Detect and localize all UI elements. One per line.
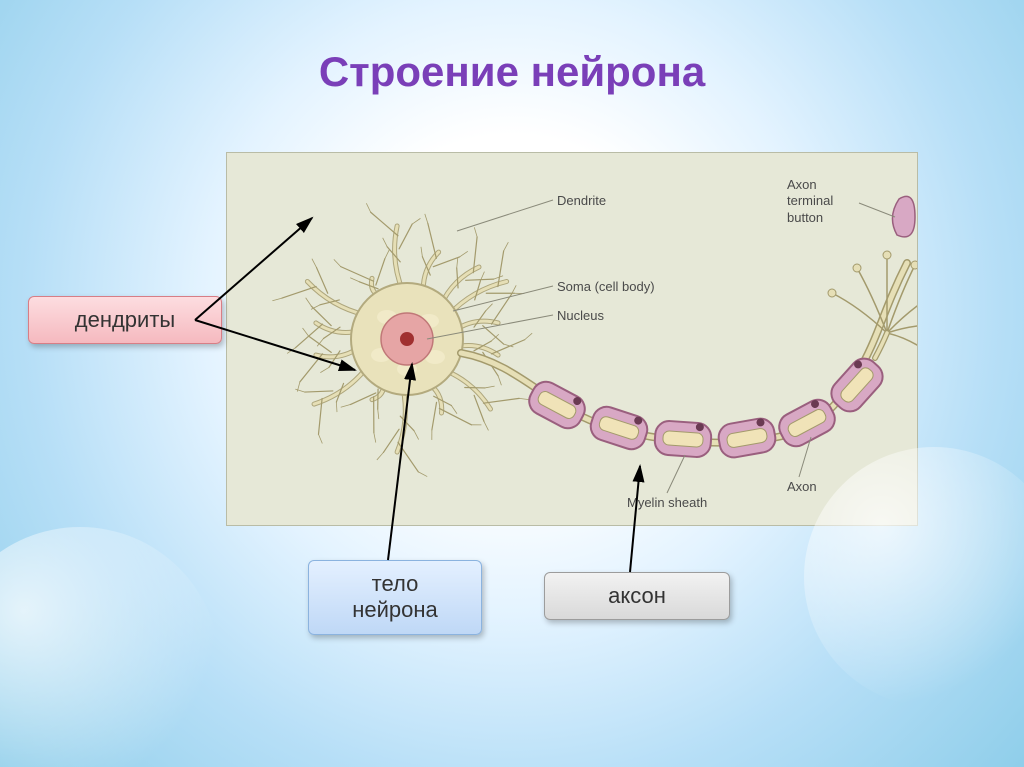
neuron-diagram-panel: Dendrite Soma (cell body) Nucleus Myelin…: [226, 152, 918, 526]
label-dendrites-ru: дендриты: [28, 296, 222, 344]
label-nucleus-en: Nucleus: [557, 308, 604, 324]
label-axon-en: Axon: [787, 479, 817, 495]
slide-title: Строение нейрона: [0, 48, 1024, 96]
label-cellbody-ru: тело нейрона: [308, 560, 482, 635]
slide: Строение нейрона Dendrite Soma (cell bod…: [0, 0, 1024, 767]
label-soma-en: Soma (cell body): [557, 279, 655, 295]
label-myelin-en: Myelin sheath: [627, 495, 707, 511]
label-terminal-en: Axon terminal button: [787, 177, 833, 226]
label-axon-ru: аксон: [544, 572, 730, 620]
label-dendrite-en: Dendrite: [557, 193, 606, 209]
